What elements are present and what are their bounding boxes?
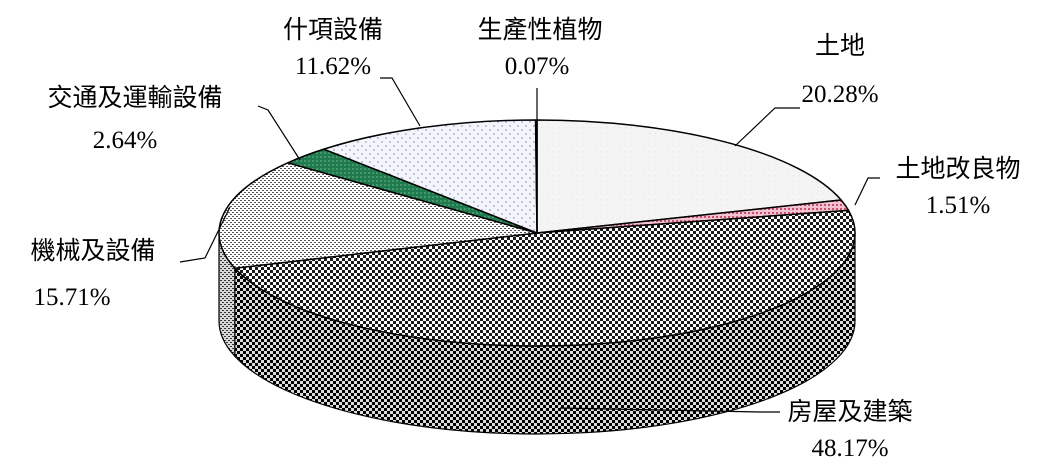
slice-1-value-label: 1.51% (926, 192, 991, 219)
slice-5-leader-line (380, 78, 420, 126)
slice-1-leader-line (855, 178, 880, 205)
slice-0-leader-line (735, 108, 800, 146)
slice-4-value-label: 2.64% (93, 127, 158, 154)
slice-5-name-label: 什項設備 (283, 16, 383, 44)
slice-3-value-label: 15.71% (33, 284, 110, 311)
slice-2-name-label: 房屋及建築 (787, 398, 912, 426)
pie-tops (219, 120, 855, 346)
slice-6-value-label: 0.07% (505, 53, 570, 80)
slice-0-name-label: 土地 (815, 32, 865, 60)
slice-5-value-label: 11.62% (295, 53, 371, 80)
slice-2-value-label: 48.17% (811, 435, 888, 459)
slice-3-name-label: 機械及設備 (30, 237, 155, 265)
slice-4-leader-line (258, 106, 300, 160)
slice-1-name-label: 土地改良物 (895, 155, 1020, 183)
slice-6-name-label: 生產性植物 (477, 16, 602, 44)
slice-4-name-label: 交通及運輸設備 (47, 84, 222, 112)
slice-0-value-label: 20.28% (801, 81, 878, 108)
